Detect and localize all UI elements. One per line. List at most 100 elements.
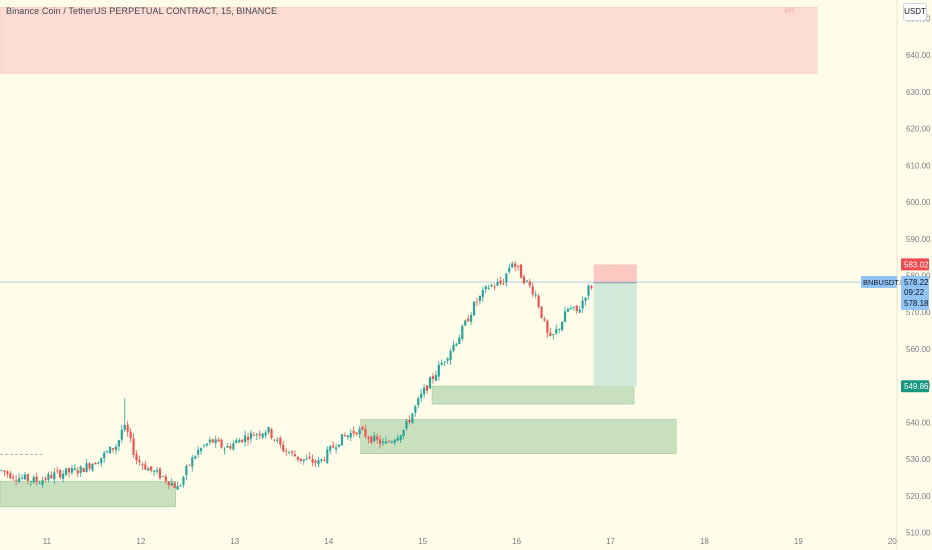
candle [0, 469, 3, 472]
candle [205, 443, 209, 448]
candle [587, 283, 590, 300]
candle [223, 447, 226, 455]
candle [220, 438, 223, 449]
candle-body [285, 450, 288, 452]
candle [299, 458, 302, 464]
candle-body [434, 374, 437, 381]
candle [578, 306, 581, 314]
demand-zone [0, 480, 176, 508]
candle [367, 435, 370, 444]
candle-body [555, 329, 558, 334]
candle [314, 458, 317, 467]
candle [73, 463, 76, 472]
candle [232, 440, 235, 451]
candle-body [12, 477, 15, 479]
candle-body [302, 459, 305, 462]
candle [552, 333, 555, 340]
candle-body [581, 300, 584, 309]
candle-body [540, 306, 543, 318]
candle-body [138, 460, 141, 463]
symbol-badge-bg [861, 276, 897, 289]
candle [161, 475, 165, 478]
candle [241, 439, 244, 444]
candle [100, 457, 103, 467]
candle [340, 434, 344, 446]
candle [349, 429, 352, 442]
candle [17, 473, 21, 484]
price-tick-label: 520.00 [906, 492, 931, 501]
candle [270, 428, 273, 440]
candle-body [6, 471, 9, 474]
candle-body [85, 463, 88, 472]
candle-body [537, 295, 540, 308]
candle-body [417, 398, 420, 406]
candle-body [563, 311, 567, 322]
candle [144, 460, 147, 471]
candle-body [534, 294, 537, 296]
candle [135, 450, 138, 465]
candle-body [246, 436, 250, 441]
candle-body [273, 439, 276, 441]
candle [261, 432, 264, 440]
candle [496, 278, 499, 287]
candle [376, 433, 379, 444]
candle [255, 432, 258, 441]
candle-body [164, 476, 167, 481]
candle [249, 429, 253, 444]
symbol-title[interactable]: Binance Coin / TetherUS PERPETUAL CONTRA… [6, 6, 278, 16]
candle [67, 467, 71, 478]
candle-body [376, 436, 379, 440]
candle-body [470, 315, 473, 322]
candle-body [578, 309, 581, 313]
candle-body [223, 449, 226, 450]
candle-body [29, 481, 32, 483]
candle-body [402, 429, 405, 437]
candle-body [197, 450, 200, 455]
candle [170, 478, 173, 486]
candle [590, 284, 593, 290]
candle-body [182, 476, 185, 485]
candle-body [478, 295, 482, 301]
candle-body [314, 460, 317, 463]
candle [458, 334, 461, 345]
candle-body [276, 439, 279, 441]
candle [358, 426, 361, 439]
candle [88, 461, 91, 471]
candle-body [384, 441, 388, 444]
candle-body [443, 361, 446, 363]
candle [428, 375, 432, 389]
candle-body [590, 285, 593, 288]
candle [370, 435, 373, 445]
candle [141, 461, 144, 471]
target-badge-text: 549.86 [904, 382, 929, 391]
target-badge-bg [901, 380, 929, 393]
candle [126, 420, 129, 437]
candle [493, 283, 496, 291]
currency-button[interactable]: USDT [903, 3, 927, 21]
candle-body [525, 280, 528, 282]
price-axis[interactable]: 650.00640.00630.00620.00610.00600.00590.… [906, 14, 931, 537]
candle [484, 285, 487, 294]
candle-body [226, 445, 229, 448]
candle [505, 273, 508, 287]
candle [329, 444, 332, 455]
candle [108, 446, 112, 454]
candle [32, 474, 35, 484]
candle [258, 430, 261, 440]
candle [555, 324, 558, 336]
candle-body [425, 385, 429, 391]
candle-body [67, 467, 71, 473]
candle-body [158, 468, 162, 479]
candle-body [170, 482, 173, 486]
candle [431, 372, 435, 384]
candle-body [387, 441, 391, 443]
candle [575, 305, 578, 315]
candle-body [431, 376, 435, 379]
time-tick-label: 14 [324, 537, 333, 546]
time-axis[interactable]: 11 12 13 14 15 16 17 18 19 20 [43, 537, 897, 546]
candle-body [337, 444, 341, 447]
candle [481, 286, 484, 302]
candle-body [150, 466, 153, 471]
